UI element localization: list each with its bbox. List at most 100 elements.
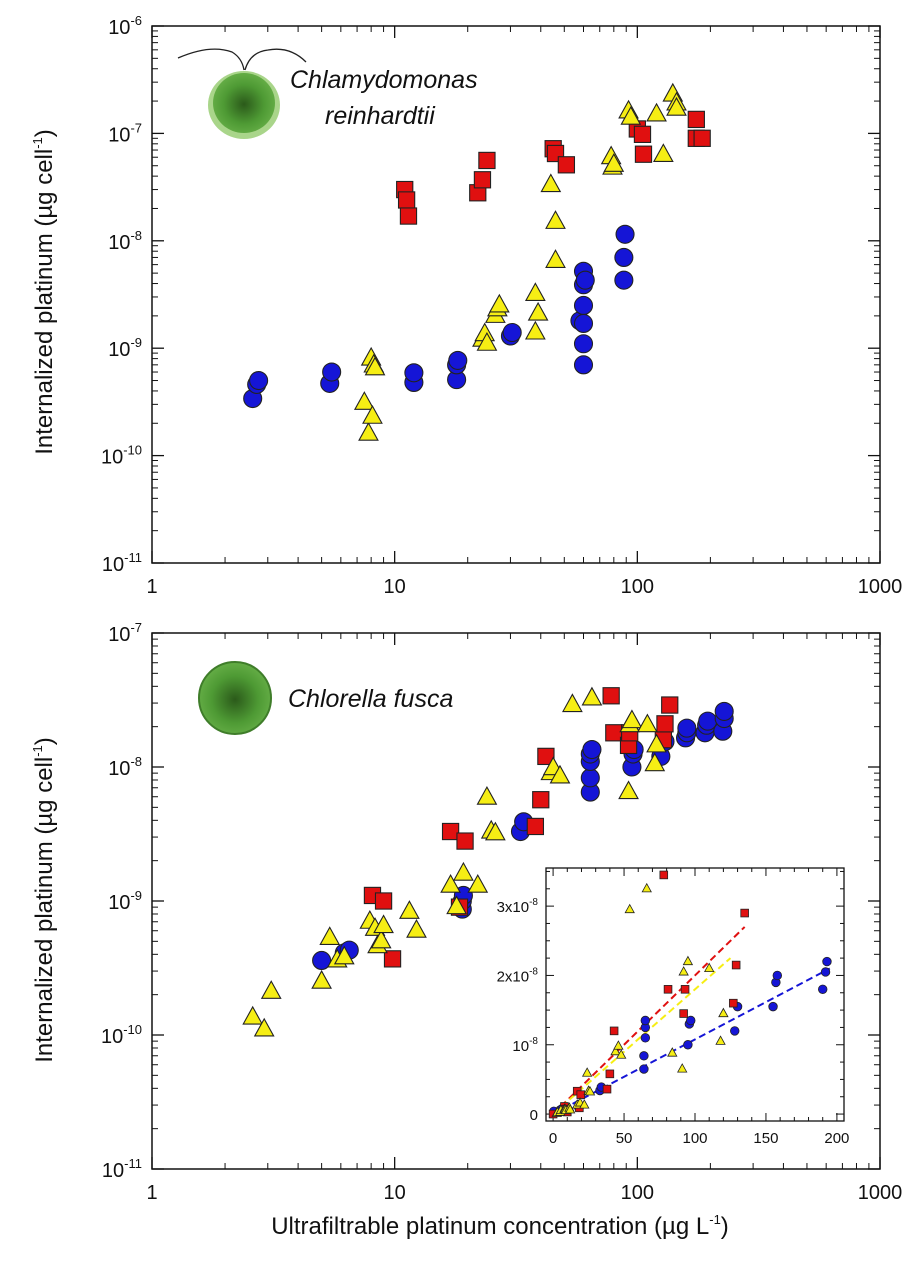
circle-point: [730, 1026, 740, 1036]
square-point: [441, 822, 460, 841]
circle-point: [573, 355, 594, 375]
top-y-tick-label: 10-8: [108, 228, 142, 254]
inset-frame: [545, 867, 845, 1122]
triangle-point: [333, 945, 355, 965]
square-point: [383, 950, 402, 968]
bottom-y-tick-label: 10-10: [101, 1022, 142, 1048]
triangle-point: [549, 764, 571, 784]
triangle-point: [476, 332, 498, 351]
triangle-fit-line: [552, 957, 732, 1115]
square-point: [557, 156, 576, 174]
triangle-point: [545, 210, 566, 229]
circle-point: [614, 247, 634, 267]
circle-point: [820, 967, 831, 977]
circle-point: [573, 313, 594, 333]
triangle-point: [453, 861, 474, 881]
square-point: [473, 171, 492, 189]
triangle-point: [581, 686, 603, 706]
square-point: [740, 908, 749, 918]
inset-x-tick-label: 200: [824, 1130, 849, 1147]
triangle-point: [581, 1067, 593, 1077]
triangle-point: [488, 293, 510, 313]
triangle-point: [646, 102, 667, 122]
square-point: [680, 985, 690, 994]
inset-x-tick-label: 150: [753, 1130, 778, 1147]
square-point: [659, 870, 669, 880]
square-point: [526, 817, 545, 836]
bottom-x-tick-label: 10: [384, 1182, 406, 1204]
square-point: [478, 151, 496, 170]
y-axis-label-bottom: Internalized platinum (µg cell-1): [30, 737, 58, 1063]
top-x-tick-label: 10: [384, 576, 406, 598]
triangle-point: [641, 882, 652, 893]
triangle-point: [484, 821, 506, 841]
top-x-tick-label: 1000: [858, 576, 903, 598]
square-point: [634, 145, 653, 163]
square-point: [602, 1084, 612, 1094]
triangle-point: [399, 900, 420, 919]
circle-point: [615, 224, 635, 244]
circle-point: [614, 270, 634, 290]
inset-y-tick-label: 10-8: [512, 1036, 538, 1055]
inset-linear-plot: 0 50 100 150 200 0 10-8 2x10-8 3x10-8: [497, 867, 849, 1147]
triangle-point: [624, 903, 635, 914]
circle-point: [573, 334, 594, 354]
circle-point: [714, 701, 734, 721]
bottom-x-tick-label: 1000: [858, 1182, 903, 1204]
inset-y-tick-label: 3x10-8: [497, 897, 539, 916]
triangle-point: [652, 143, 674, 162]
species-label-line1: Chlamydomonas: [290, 66, 478, 94]
square-point: [605, 1069, 615, 1079]
bottom-y-tick-label: 10-8: [108, 754, 142, 780]
triangle-point: [610, 1045, 621, 1056]
circle-point: [312, 950, 332, 971]
circle-point: [639, 1064, 649, 1074]
axis-ticks-top: 1 10 100 1000 10-11 10-10 10-9 10-8 10-7 10-6: [101, 13, 902, 598]
triangle-point: [260, 980, 282, 999]
circle-point: [818, 984, 828, 995]
triangle-point: [718, 1007, 729, 1018]
top-x-tick-label: 1: [146, 576, 157, 598]
inset-x-tick-label: 100: [682, 1130, 707, 1147]
circle-point: [573, 295, 594, 316]
inset-x-tick-label: 0: [549, 1130, 557, 1147]
bottom-y-tick-label: 10-9: [108, 888, 142, 914]
triangle-point: [353, 391, 375, 410]
triangle-point: [362, 405, 383, 424]
triangle-point: [584, 1085, 596, 1096]
circle-point: [822, 956, 832, 967]
triangle-point: [667, 1047, 678, 1057]
triangle-point: [253, 1017, 275, 1037]
square-point: [532, 791, 550, 809]
triangle-point: [579, 1099, 590, 1109]
inset-data-points: [548, 870, 832, 1119]
square-point: [602, 687, 620, 705]
square-point: [609, 1026, 619, 1036]
triangle-point: [618, 780, 639, 800]
square-point: [693, 129, 711, 147]
top-y-tick-label: 10-9: [108, 335, 142, 361]
triangle-point: [364, 356, 386, 376]
triangle-point: [476, 785, 498, 805]
triangle-point: [564, 1104, 576, 1114]
circle-point: [683, 1040, 693, 1050]
triangle-point: [440, 873, 461, 893]
chlorella-cell-icon: [198, 661, 272, 735]
triangle-point: [621, 709, 643, 729]
x-axis-label: Ultrafiltrable platinum concentration (µ…: [271, 1212, 729, 1240]
square-point: [397, 191, 416, 209]
circle-point: [640, 1015, 651, 1026]
panel-chlamydomonas: 1 10 100 1000 10-11 10-10 10-9 10-8 10-7 10-6 Chl…: [30, 13, 902, 598]
inset-y-tick-label: 0: [530, 1107, 538, 1124]
circle-point: [249, 370, 269, 391]
square-point: [537, 747, 555, 766]
data-points-top: [243, 82, 711, 441]
square-point: [456, 832, 474, 850]
bottom-y-tick-label: 10-7: [108, 620, 142, 646]
triangle-point: [682, 955, 694, 966]
triangle-point: [603, 153, 625, 172]
triangle-point: [677, 1063, 688, 1073]
inset-x-tick-label: 50: [616, 1130, 633, 1147]
